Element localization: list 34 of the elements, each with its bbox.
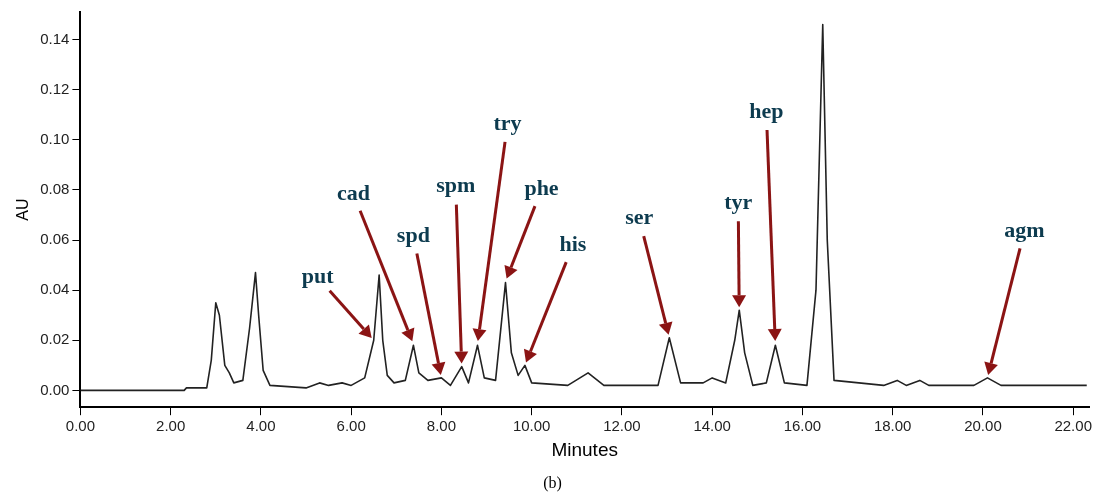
x-axis-title: Minutes	[551, 438, 618, 460]
annotation: try	[493, 109, 522, 135]
annotation: put	[301, 262, 335, 288]
annotation: hep	[749, 97, 784, 123]
x-tick-label: 10.00	[512, 417, 551, 435]
x-tick-label: 22.00	[1054, 417, 1092, 435]
y-tick-label: 0.02	[40, 330, 70, 348]
x-tick-label: 20.00	[964, 417, 1002, 435]
y-tick-label: 0.12	[40, 79, 70, 97]
x-tick-label: 12.00	[603, 417, 641, 435]
x-tick-label: 4.00	[246, 417, 276, 435]
y-tick-label: 0.10	[40, 129, 70, 147]
x-tick-label: 0.00	[65, 417, 95, 435]
y-tick-label: 0.08	[40, 180, 70, 198]
annotation: spd	[396, 221, 430, 247]
y-tick-label: 0.14	[40, 29, 70, 47]
annotation: tyr	[724, 188, 753, 214]
x-tick-label: 6.00	[336, 417, 366, 435]
y-tick-label: 0.06	[40, 230, 70, 248]
x-tick-label: 16.00	[783, 417, 822, 435]
x-tick-label: 14.00	[693, 417, 731, 435]
y-tick-label: 0.04	[40, 280, 70, 298]
x-tick-label: 2.00	[156, 417, 186, 435]
text: (b)	[542, 474, 563, 492]
annotation: cad	[336, 179, 370, 205]
x-tick-label: 18.00	[873, 417, 912, 435]
annotation: ser	[625, 204, 654, 230]
annotation: agm	[1004, 216, 1045, 242]
annotation: phe	[524, 175, 559, 201]
annotation: his	[559, 231, 587, 257]
annotation: spm	[436, 172, 476, 198]
x-tick-label: 8.00	[426, 417, 457, 435]
y-axis-title: AU	[14, 198, 32, 221]
y-tick-label: 0.00	[40, 380, 70, 398]
